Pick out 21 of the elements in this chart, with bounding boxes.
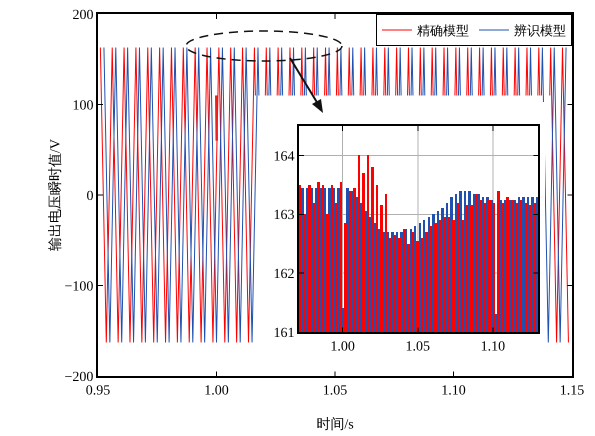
x-tick-label: 1.00 xyxy=(330,340,355,355)
x-axis-title: 时间/s xyxy=(316,416,354,432)
y-tick-label: −100 xyxy=(64,279,94,294)
x-tick-label: 1.10 xyxy=(441,384,466,399)
y-tick-label: 161 xyxy=(273,326,294,341)
y-tick-label: 162 xyxy=(273,267,294,282)
legend-label: 辨识模型 xyxy=(514,23,566,38)
y-tick-label: 0 xyxy=(86,188,94,204)
x-tick-label: 1.00 xyxy=(204,384,229,399)
x-tick-label: 1.05 xyxy=(406,340,430,355)
y-tick-label: 200 xyxy=(72,8,94,23)
y-tick-label: 164 xyxy=(273,149,294,164)
x-tick-label: 1.10 xyxy=(480,340,506,355)
legend-label: 精确模型 xyxy=(417,23,469,38)
y-tick-label: −200 xyxy=(64,370,94,385)
x-tick-label: 0.95 xyxy=(86,384,110,399)
x-tick-label: 1.05 xyxy=(322,384,348,399)
y-tick-label: 100 xyxy=(72,98,94,114)
x-tick-label: 1.15 xyxy=(560,384,584,399)
y-tick-label: 163 xyxy=(273,208,294,224)
y-axis-title: 输出电压瞬时值/V xyxy=(48,139,64,251)
